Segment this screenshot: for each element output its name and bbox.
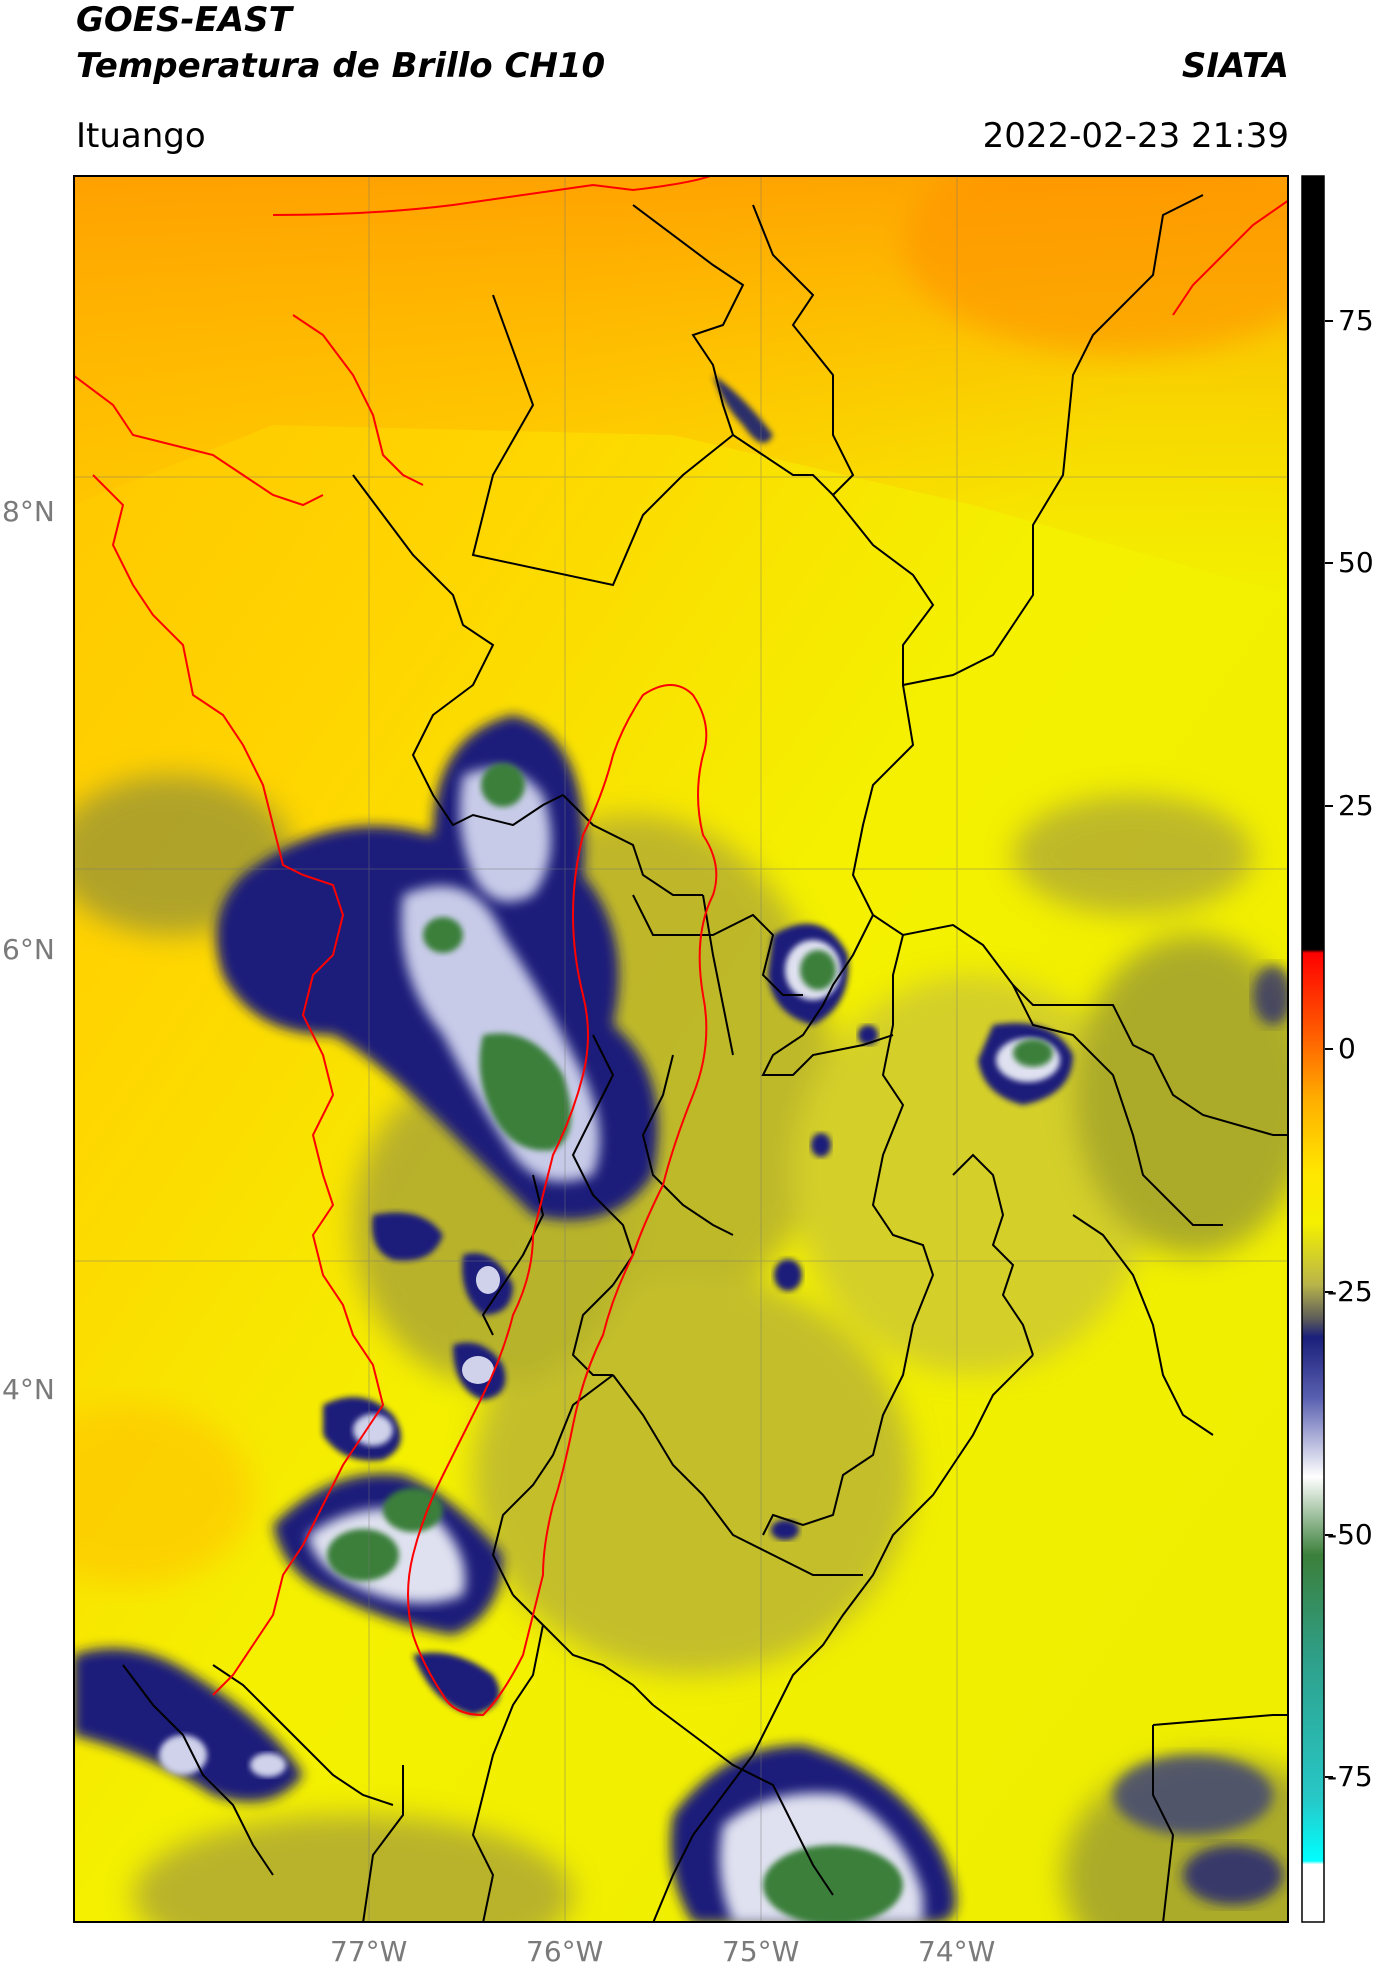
colorbar-tick-label: -75 bbox=[1327, 1760, 1373, 1794]
satellite-title: GOES-EAST bbox=[76, 0, 292, 40]
department-borders bbox=[122, 194, 1289, 1923]
map-frame bbox=[73, 175, 1289, 1923]
brand-label: SIATA bbox=[1181, 46, 1289, 86]
colorbar-tick-mark bbox=[1325, 562, 1333, 565]
lat-tick-6n: 6°N bbox=[2, 933, 55, 966]
lat-tick-4n: 4°N bbox=[2, 1373, 55, 1406]
lon-tick-77w: 77°W bbox=[330, 1935, 408, 1968]
lon-tick-74w: 74°W bbox=[918, 1935, 996, 1968]
colorbar-tick-label: 75 bbox=[1338, 303, 1374, 337]
datetime-label: 2022-02-23 21:39 bbox=[982, 116, 1289, 156]
colorbar-tick-label: 25 bbox=[1338, 789, 1374, 823]
satellite-map bbox=[73, 175, 1289, 1923]
colorbar-tick-mark bbox=[1325, 1776, 1333, 1779]
lat-tick-8n: 8°N bbox=[2, 495, 55, 528]
region-label: Ituango bbox=[76, 116, 206, 156]
colorbar-tick-label: 0 bbox=[1338, 1032, 1356, 1065]
lon-tick-75w: 75°W bbox=[722, 1935, 800, 1968]
colorbar-tick-mark bbox=[1325, 1533, 1333, 1536]
colorbar-tick-mark bbox=[1325, 805, 1333, 808]
product-title: Temperatura de Brillo CH10 bbox=[76, 46, 606, 86]
warm-core-northeast bbox=[903, 175, 1289, 355]
colorbar-tick-mark bbox=[1325, 319, 1333, 322]
lon-tick-76w: 76°W bbox=[526, 1935, 604, 1968]
colorbar-tick-label: 50 bbox=[1338, 546, 1374, 580]
colorbar-tick-mark bbox=[1325, 1290, 1333, 1293]
colorbar-tick-mark bbox=[1325, 1048, 1333, 1050]
coast-and-basin-borders bbox=[73, 175, 1289, 1717]
warm-patch-southwest bbox=[73, 1405, 253, 1585]
deep-convection-cells bbox=[73, 375, 1289, 1923]
colorbar-tick-label: -25 bbox=[1327, 1274, 1373, 1308]
colorbar-tick-label: -50 bbox=[1327, 1517, 1373, 1551]
colorbar bbox=[1301, 175, 1325, 1923]
